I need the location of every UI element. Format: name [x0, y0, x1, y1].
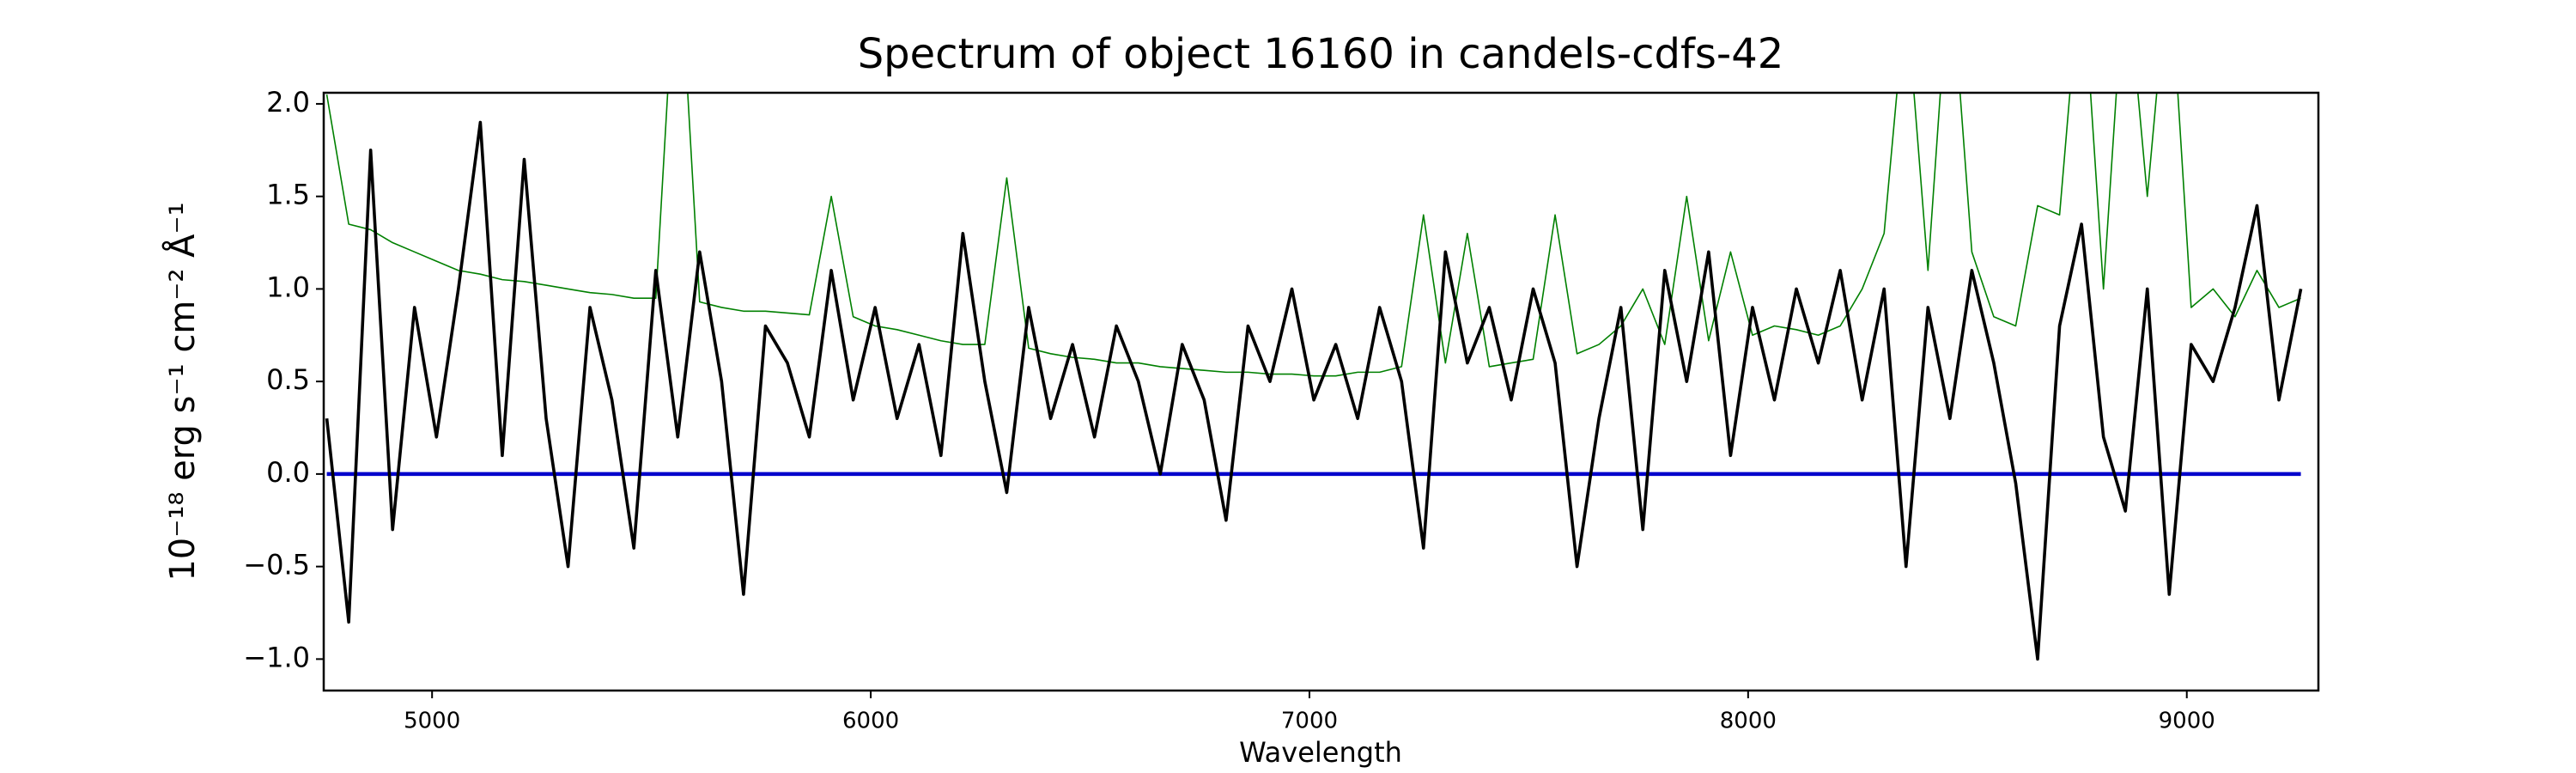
- x-tick-label: 6000: [842, 709, 899, 734]
- x-tick-label: 8000: [1720, 709, 1777, 734]
- x-axis-label: Wavelength: [1239, 736, 1402, 769]
- spectrum-line: [325, 93, 2301, 377]
- y-tick-label: −0.5: [243, 549, 310, 581]
- y-tick-label: 1.5: [266, 179, 310, 211]
- y-tick-label: 2.0: [266, 86, 310, 119]
- plot-frame: [322, 91, 2320, 692]
- chart-title: Spectrum of object 16160 in candels-cdfs…: [858, 30, 1784, 78]
- x-tick-label: 7000: [1281, 709, 1338, 734]
- y-tick-label: 0.5: [266, 363, 310, 396]
- y-axis-label: 10⁻¹⁸ erg s⁻¹ cm⁻² Å⁻¹: [161, 202, 203, 581]
- ticks: 5000 6000 7000 8000 9000 −1.0 −0.5 0.0 0.5 1.0 1.5…: [243, 86, 2215, 734]
- x-tick-label: 5000: [404, 709, 460, 734]
- x-tick-label: 9000: [2159, 709, 2215, 734]
- y-tick-label: −1.0: [243, 641, 310, 673]
- plot-area: [325, 93, 2303, 661]
- y-tick-label: 1.0: [266, 271, 310, 303]
- spectrum-line: [325, 120, 2303, 661]
- y-tick-label: 0.0: [266, 456, 310, 489]
